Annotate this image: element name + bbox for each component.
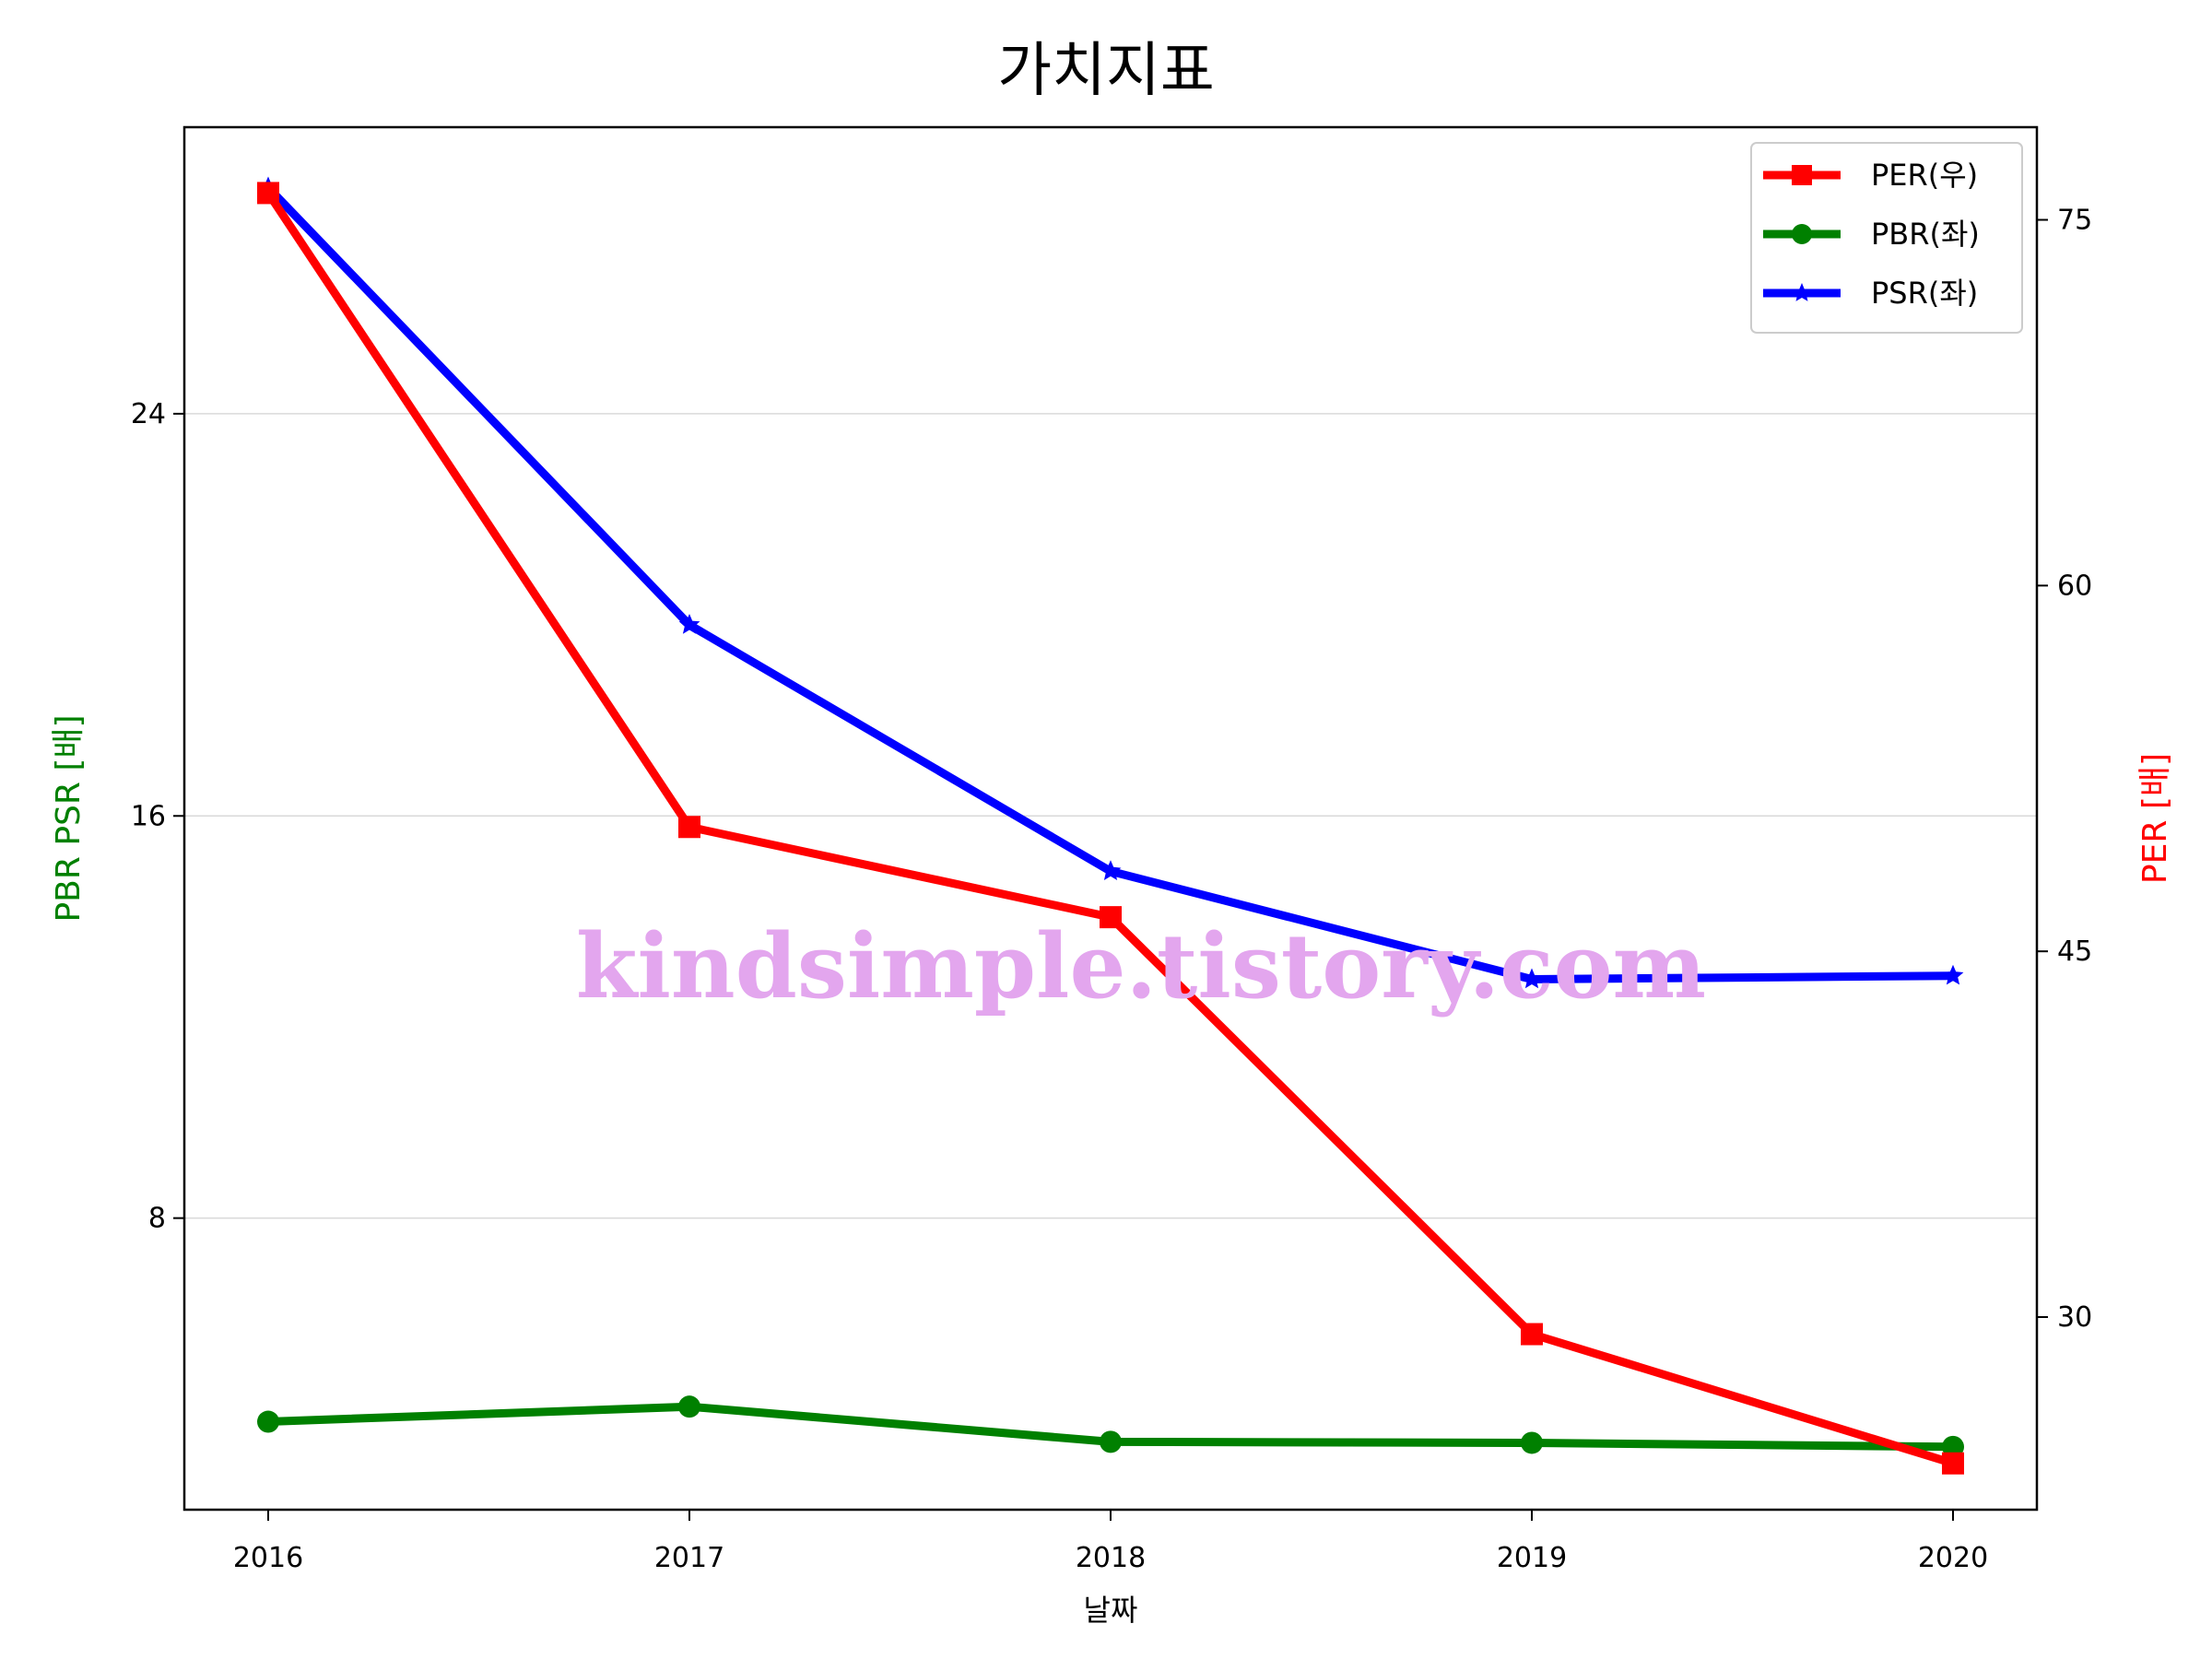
left-tick-label: 8 [148,1203,166,1235]
left-axis-label: PBR PSR [배] [50,714,88,922]
plot-series [257,176,1964,1475]
data-point [1100,860,1122,880]
legend-label: PBR(좌) [1871,217,1980,252]
x-tick-label: 2017 [654,1542,724,1574]
right-tick-label: 30 [2057,1301,2092,1334]
legend-marker [1792,165,1812,185]
data-point [678,816,700,839]
x-tick-label: 2018 [1076,1542,1146,1574]
chart-title: 가치지표 [997,37,1215,105]
gridlines [184,413,2037,1219]
data-point [1521,1323,1543,1346]
series-PBR(좌) [257,1395,1964,1458]
legend-marker [1792,283,1812,301]
x-axis: 2016 2017 2018 2019 2020 [233,1510,1988,1574]
plot-frame [182,125,2039,1512]
data-point [1100,906,1122,929]
data-point [678,614,700,634]
right-axis-label: PER [배] [2136,753,2174,884]
right-axis: 30 45 60 75 [2037,205,2092,1334]
x-tick-label: 2016 [233,1542,303,1574]
data-point [1100,1430,1122,1453]
data-point [1942,964,1964,985]
data-point [257,1410,279,1433]
x-tick-label: 2019 [1497,1542,1567,1574]
left-axis: 8 16 24 [131,398,184,1235]
legend-label: PSR(좌) [1871,276,1978,311]
data-point [257,182,279,205]
x-axis-label: 날짜 [1084,1593,1138,1628]
left-tick-label: 16 [131,800,166,832]
legend-frame [1750,142,2023,334]
data-point [678,1395,700,1418]
legend-label: PER(우) [1871,158,1978,193]
right-tick-label: 60 [2057,570,2092,602]
series-line [265,190,1955,1468]
right-tick-label: 45 [2057,935,2092,968]
watermark: kindsimple.tistory.com [576,914,1706,1018]
series-PSR(좌) [257,176,1964,989]
right-tick-label: 75 [2057,205,2092,237]
data-point [1521,1431,1543,1454]
data-point [1521,968,1543,989]
x-tick-label: 2020 [1918,1542,1988,1574]
data-point [1942,1452,1964,1475]
legend-marker [1792,224,1812,244]
legend: PER(우) PBR(좌) PSR(좌) [1750,142,2023,334]
series-PER(우) [257,182,1964,1475]
left-tick-label: 24 [131,398,166,430]
